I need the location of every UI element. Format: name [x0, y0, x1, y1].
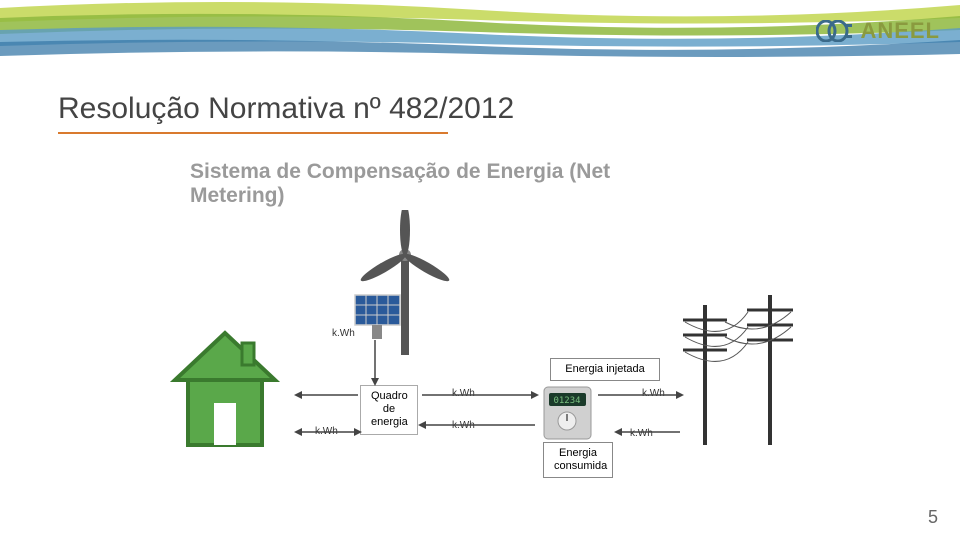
page-number: 5 — [928, 507, 938, 528]
aneel-logo-icon — [816, 20, 854, 42]
page-title: Resolução Normativa nº 482/2012 — [58, 92, 514, 126]
aneel-logo: ANEEL — [816, 18, 940, 44]
page-subtitle: Sistema de Compensação de Energia (Net M… — [190, 160, 670, 208]
aneel-logo-text: ANEEL — [860, 18, 940, 44]
title-underline — [58, 132, 448, 134]
net-metering-diagram: 01234 Energia injetada Energia consumida… — [140, 210, 820, 490]
flow-arrows — [140, 210, 820, 490]
